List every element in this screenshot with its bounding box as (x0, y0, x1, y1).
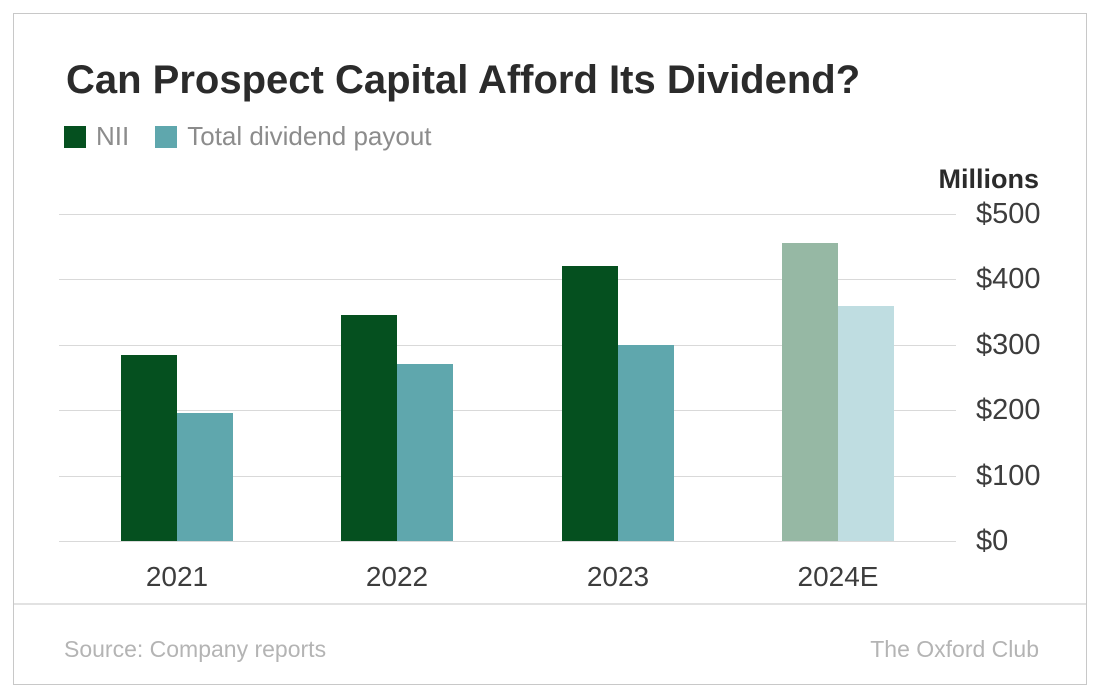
legend: NII Total dividend payout (64, 121, 446, 152)
x-tick-label-2022: 2022 (365, 561, 429, 592)
y-tick-label-300: $300 (976, 328, 1041, 361)
legend-item-nii: NII (64, 121, 129, 152)
bar-payout-2023 (618, 344, 674, 541)
bar-nii-2024e (782, 243, 838, 541)
bar-payout-2022 (397, 364, 453, 541)
y-tick-label-0: $0 (976, 525, 1009, 557)
y-tick-label-500: $500 (976, 198, 1041, 230)
y-tick-label-200: $200 (976, 394, 1041, 427)
x-tick-label-2024e: 2024E (797, 561, 879, 592)
chart-card: Can Prospect Capital Afford Its Dividend… (13, 13, 1087, 685)
bar-payout-2024e (838, 305, 894, 541)
gridline-0 (59, 541, 956, 542)
x-tick-label-2021: 2021 (145, 561, 209, 592)
bar-nii-2021 (121, 354, 177, 541)
legend-label-nii: NII (96, 121, 130, 151)
bar-nii-2022 (341, 315, 397, 541)
brand-note: The Oxford Club (870, 636, 1039, 662)
gridline-200 (59, 410, 956, 412)
chart-title: Can Prospect Capital Afford Its Dividend… (66, 58, 861, 102)
y-tick-label-400: $400 (976, 263, 1041, 296)
x-tick-label-2023: 2023 (586, 561, 650, 592)
legend-swatch-nii (64, 125, 86, 148)
footer-divider (14, 603, 1086, 605)
source-note: Source: Company reports (64, 636, 327, 662)
axis-unit-label: Millions (938, 164, 1040, 194)
legend-swatch-payout (155, 125, 178, 148)
gridline-300 (59, 344, 956, 346)
gridline-100 (59, 475, 956, 477)
bar-nii-2023 (562, 266, 618, 541)
gridline-400 (59, 279, 956, 281)
bar-payout-2021 (177, 413, 233, 541)
y-tick-label-100: $100 (976, 459, 1041, 492)
legend-label-payout: Total dividend payout (187, 121, 432, 151)
footer: Source: Company reports The Oxford Club (64, 636, 1039, 663)
plot-area: $0 $100 $200 $300 $400 $500 2021 2022 2023 2024E (14, 14, 1088, 686)
legend-item-payout: Total dividend payout (155, 121, 432, 152)
gridline-500 (59, 214, 956, 215)
